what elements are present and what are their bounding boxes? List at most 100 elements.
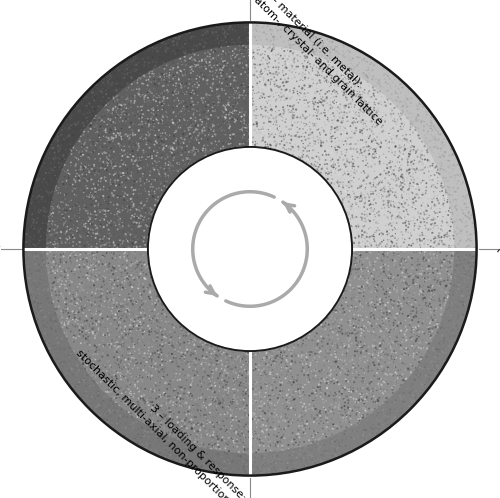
Point	[194, 131, 202, 139]
Point	[324, 379, 332, 387]
Point	[332, 353, 340, 361]
Point	[76, 329, 84, 337]
Point	[132, 168, 140, 176]
Point	[462, 209, 470, 217]
Point	[358, 307, 366, 315]
Point	[198, 43, 206, 51]
Point	[384, 252, 392, 260]
Point	[424, 256, 432, 264]
Point	[288, 393, 296, 401]
Point	[390, 131, 398, 139]
Point	[334, 444, 342, 452]
Point	[212, 61, 220, 69]
Point	[30, 242, 38, 250]
Point	[300, 417, 308, 425]
Point	[91, 188, 99, 196]
Point	[283, 366, 291, 374]
Point	[370, 93, 378, 101]
Point	[265, 363, 273, 371]
Point	[128, 420, 136, 428]
Point	[215, 21, 223, 29]
Point	[254, 369, 262, 377]
Point	[359, 272, 367, 280]
Point	[128, 337, 136, 345]
Point	[79, 324, 87, 332]
Point	[404, 345, 412, 353]
Point	[364, 82, 372, 90]
Point	[159, 141, 167, 149]
Point	[123, 91, 131, 99]
Point	[146, 330, 154, 338]
Point	[189, 452, 197, 460]
Point	[88, 327, 96, 335]
Point	[54, 261, 62, 269]
Point	[464, 288, 472, 296]
Point	[88, 192, 96, 200]
Point	[152, 116, 160, 124]
Point	[306, 37, 314, 45]
Point	[186, 74, 194, 82]
Point	[130, 181, 138, 189]
Point	[258, 422, 266, 430]
Point	[402, 145, 410, 153]
Point	[104, 82, 112, 90]
Point	[80, 151, 88, 159]
Point	[135, 214, 143, 222]
Point	[339, 362, 347, 370]
Point	[141, 275, 149, 283]
Point	[258, 439, 266, 447]
Point	[422, 357, 430, 365]
Point	[359, 348, 367, 356]
Point	[124, 191, 132, 199]
Point	[100, 178, 108, 186]
Point	[80, 385, 88, 393]
Point	[66, 178, 74, 186]
Point	[78, 365, 86, 373]
Point	[206, 25, 214, 33]
Point	[429, 269, 437, 277]
Point	[72, 264, 80, 272]
Point	[119, 302, 127, 310]
Point	[200, 113, 208, 121]
Point	[126, 59, 134, 67]
Point	[296, 385, 304, 393]
Point	[244, 419, 252, 427]
Point	[171, 121, 179, 128]
Point	[144, 226, 152, 234]
Point	[30, 293, 38, 301]
Point	[353, 251, 361, 259]
Point	[117, 83, 125, 91]
Point	[364, 364, 372, 372]
Point	[414, 174, 422, 182]
Point	[212, 357, 220, 365]
Point	[388, 175, 396, 183]
Point	[140, 305, 148, 313]
Point	[247, 460, 255, 468]
Point	[135, 144, 143, 152]
Point	[344, 120, 352, 128]
Point	[100, 352, 108, 360]
Point	[288, 452, 296, 460]
Point	[368, 126, 376, 134]
Point	[356, 433, 364, 441]
Point	[268, 439, 276, 447]
Point	[209, 107, 217, 115]
Point	[406, 182, 413, 190]
Point	[148, 314, 156, 322]
Point	[263, 104, 271, 112]
Point	[128, 86, 136, 94]
Point	[56, 143, 64, 151]
Point	[146, 412, 154, 420]
Point	[454, 161, 462, 169]
Point	[379, 122, 387, 129]
Point	[277, 349, 285, 357]
Point	[317, 48, 325, 56]
Point	[394, 367, 402, 374]
Point	[318, 351, 326, 359]
Point	[418, 263, 426, 271]
Point	[113, 201, 121, 209]
Point	[94, 199, 102, 207]
Point	[202, 427, 210, 435]
Point	[220, 458, 228, 466]
Point	[106, 288, 114, 296]
